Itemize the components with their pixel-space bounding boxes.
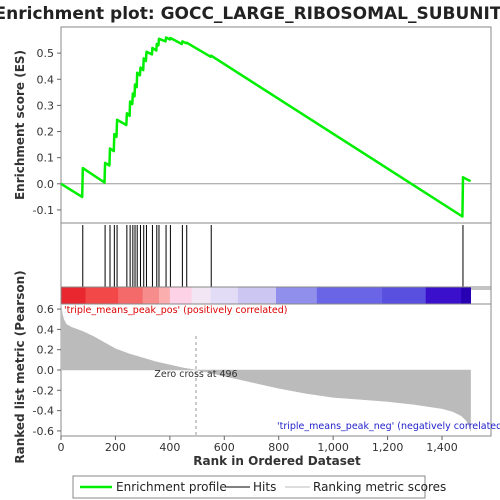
rank-y-tick-label: 0.0 — [37, 364, 55, 377]
heat-bar-segment — [191, 287, 212, 304]
heat-bar-segment — [276, 287, 318, 304]
es-y-tick-label: 0.1 — [37, 152, 55, 165]
es-y-tick-label: 0.5 — [37, 47, 55, 60]
heat-bar-segment — [461, 287, 471, 304]
es-y-tick-label: 0.0 — [37, 178, 55, 191]
rank-metric-axis-label: Ranked list metric (Pearson) — [13, 270, 27, 463]
x-tick-label: 400 — [159, 441, 180, 454]
x-tick-label: 200 — [105, 441, 126, 454]
zero-cross-label: Zero cross at 496 — [154, 369, 237, 380]
rank-y-tick-label: -0.4 — [33, 405, 54, 418]
heat-bar-segment — [85, 287, 119, 304]
negative-correlation-label: 'triple_means_peak_neg' (negatively corr… — [277, 421, 500, 432]
positive-correlation-label: 'triple_means_peak_pos' (positively corr… — [64, 305, 288, 316]
x-tick-label: 800 — [268, 441, 289, 454]
chart-title: Enrichment plot: GOCC_LARGE_RIBOSOMAL_SU… — [0, 4, 500, 24]
ranking-metric-area — [60, 303, 471, 431]
es-y-tick-label: 0.3 — [37, 99, 55, 112]
x-tick-label: 1,000 — [317, 441, 349, 454]
legend-hits-label: Hits — [253, 480, 276, 494]
es-y-tick-label: -0.1 — [33, 204, 54, 217]
rank-y-tick-label: 0.4 — [37, 323, 55, 336]
heat-bar-segment — [210, 287, 239, 304]
x-axis-label: Rank in Ordered Dataset — [193, 454, 361, 468]
heat-bar-segment — [382, 287, 427, 304]
x-tick-label: 0 — [58, 441, 65, 454]
rank-y-tick-label: 0.6 — [37, 303, 55, 316]
heat-bar-segment — [142, 287, 160, 304]
rank-y-tick-label: -0.6 — [33, 425, 54, 438]
legend-enrichment-label: Enrichment profile — [116, 480, 227, 494]
es-axis-label: Enrichment score (ES) — [13, 50, 27, 200]
heat-bar-segment — [425, 287, 462, 304]
enrichment-profile-line — [60, 36, 472, 218]
heat-bar-segment — [237, 287, 277, 304]
heat-bar-segment — [158, 287, 171, 304]
heat-bar-segment — [61, 287, 86, 304]
es-y-tick-label: 0.4 — [37, 73, 55, 86]
hits-panel-frame — [60, 222, 492, 290]
rank-y-tick-label: -0.2 — [33, 384, 54, 397]
es-y-tick-label: 0.2 — [37, 126, 55, 139]
legend-ranking-label: Ranking metric scores — [313, 480, 446, 494]
rank-y-tick-label: 0.2 — [37, 344, 55, 357]
heat-bar-segment — [118, 287, 144, 304]
heat-bar-segment — [316, 287, 383, 304]
x-tick-label: 1,200 — [372, 441, 404, 454]
heat-bar-segment — [169, 287, 193, 304]
x-tick-label: 1,400 — [426, 441, 458, 454]
x-tick-label: 600 — [214, 441, 235, 454]
